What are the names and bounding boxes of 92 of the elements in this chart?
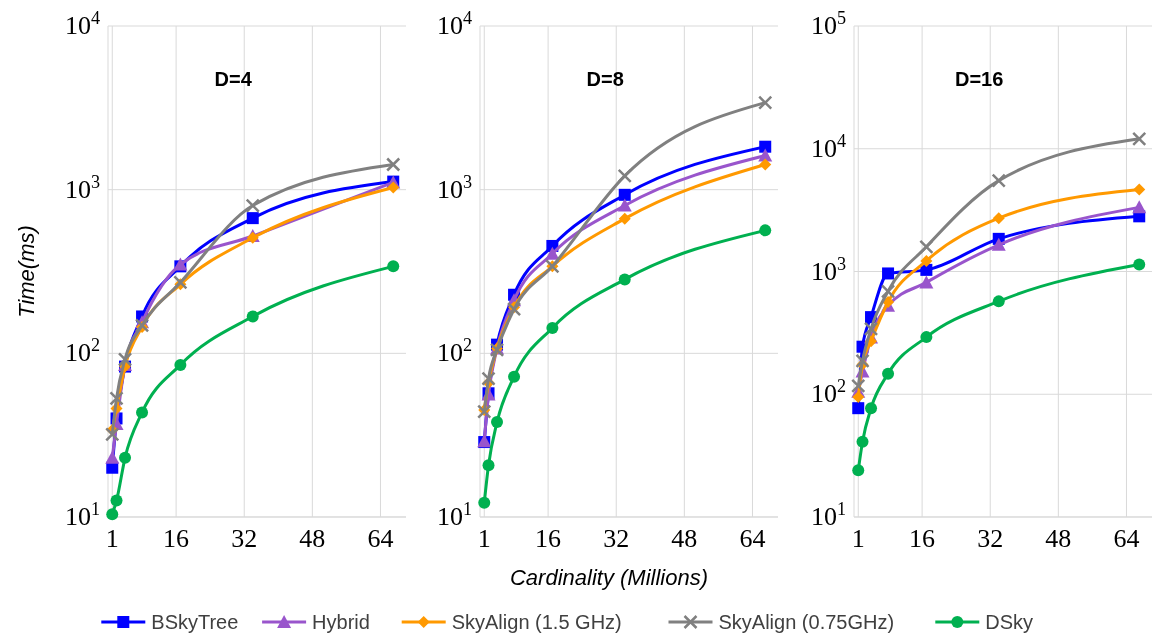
x-tick-label: 32: [231, 524, 258, 553]
y-tick-label: 10$^{3}$: [810, 253, 846, 286]
x-tick-label: 32: [603, 524, 630, 553]
y-tick-label: 10$^{4}$: [64, 8, 100, 40]
point: [478, 496, 491, 509]
y-tick-label: 10$^{3}$: [436, 171, 472, 204]
point: [991, 173, 1006, 188]
point: [759, 140, 772, 153]
point: [119, 451, 132, 464]
y-tick-label: 10$^{2}$: [810, 376, 846, 409]
point: [245, 198, 260, 213]
legend-label: Hybrid: [312, 611, 370, 633]
point: [852, 390, 865, 403]
x-tick-label: 16: [909, 524, 936, 553]
x-tick-label: 16: [535, 524, 562, 553]
y-tick-label: 10$^{1}$: [64, 499, 100, 531]
point: [991, 237, 1006, 251]
x-tick-label: 64: [739, 524, 766, 553]
point: [856, 435, 869, 448]
text: D=8: [586, 68, 624, 90]
point: [482, 459, 495, 472]
point: [852, 464, 865, 477]
point: [385, 157, 401, 172]
point: [387, 181, 400, 194]
point: [491, 416, 504, 429]
legend-label: SkyAlign (1.5 GHz): [451, 611, 622, 633]
x-tick-label: 1: [851, 524, 865, 553]
point: [757, 95, 773, 110]
y-tick-label: 10$^{2}$: [64, 335, 100, 368]
x-tick-label: 48: [671, 524, 698, 553]
x-tick-label: 16: [163, 524, 190, 553]
point: [882, 267, 895, 280]
point: [865, 402, 878, 415]
point: [920, 254, 933, 267]
x-tick-label: 64: [1113, 524, 1140, 553]
point: [508, 370, 521, 383]
x-tick-label: 1: [105, 524, 119, 553]
point: [1131, 131, 1147, 147]
legend-label: DSky: [985, 611, 1034, 633]
y-tick-label: 10$^{3}$: [64, 171, 100, 204]
y-tick-label: 10$^{4}$: [436, 8, 472, 40]
point: [174, 358, 187, 371]
point: [759, 224, 772, 237]
point: [246, 310, 259, 323]
point: [109, 391, 124, 406]
y-tick-label: 10$^{2}$: [436, 335, 472, 368]
point: [106, 508, 119, 521]
point: [387, 260, 400, 273]
point: [105, 427, 120, 442]
point: [852, 402, 865, 415]
point: [617, 168, 632, 184]
point: [919, 275, 934, 289]
point: [136, 406, 149, 419]
text: D=16: [954, 68, 1004, 90]
point: [1133, 183, 1146, 196]
x-tick-label: 48: [299, 524, 326, 553]
point: [1132, 200, 1147, 214]
x-tick-label: 32: [977, 524, 1004, 553]
point: [546, 321, 559, 334]
point: [618, 273, 631, 286]
point: [545, 246, 560, 260]
y-tick-label: 10$^{5}$: [810, 8, 846, 40]
point: [246, 212, 259, 225]
text: D=4: [214, 68, 253, 90]
x-axis-title: Cardinality (Millions): [509, 565, 709, 590]
point: [855, 353, 870, 369]
point: [919, 239, 934, 255]
x-tick-label: 1: [477, 524, 491, 553]
point: [110, 494, 123, 507]
point: [1133, 258, 1146, 271]
legend-label: SkyAlign (0.75GHz): [718, 611, 895, 633]
x-tick-label: 48: [1045, 524, 1072, 553]
point: [863, 321, 879, 337]
point: [851, 378, 866, 394]
point: [759, 158, 772, 171]
y-tick-label: 10$^{4}$: [810, 130, 846, 163]
point: [920, 331, 933, 344]
point: [617, 198, 632, 212]
point: [992, 212, 1005, 225]
legend-label: BSkyTree: [151, 611, 239, 633]
y-axis-title: Time(ms): [14, 225, 39, 318]
point: [882, 367, 895, 380]
point: [618, 212, 631, 225]
y-tick-label: 10$^{1}$: [810, 499, 846, 531]
point: [117, 352, 133, 367]
x-tick-label: 64: [367, 524, 394, 553]
point: [105, 450, 120, 464]
y-tick-label: 10$^{1}$: [436, 499, 472, 531]
point: [618, 188, 631, 201]
point: [481, 371, 496, 386]
point: [880, 284, 896, 299]
point: [992, 295, 1005, 308]
